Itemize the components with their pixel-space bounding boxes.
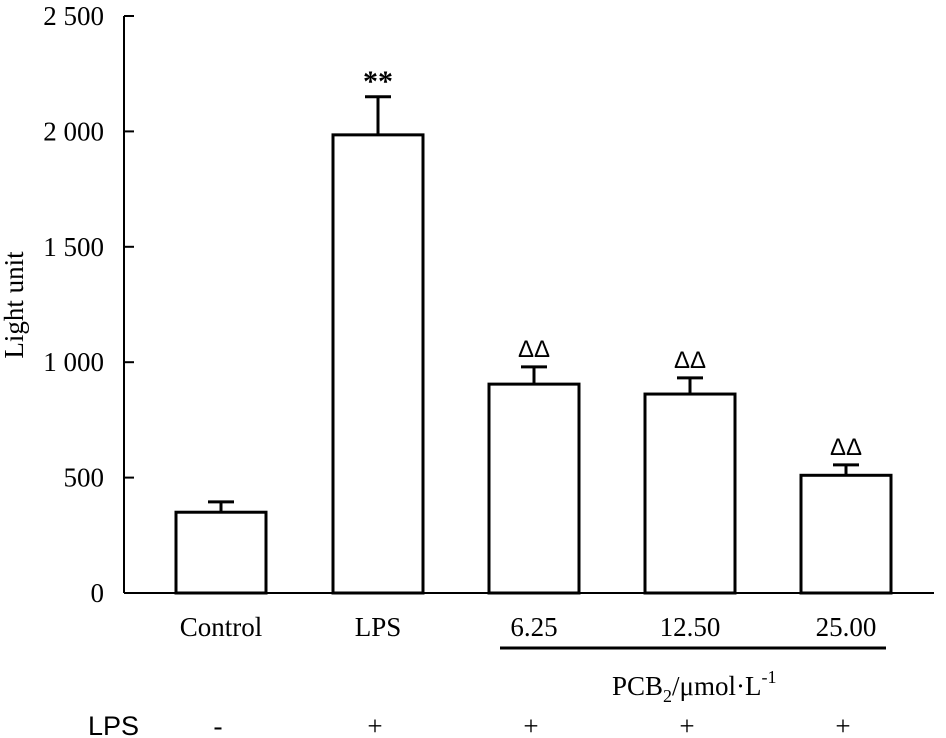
significance-label: **	[363, 65, 393, 98]
x-tick-label: 12.50	[660, 612, 721, 642]
lps-row-label: LPS	[88, 711, 139, 738]
y-axis-title: Light unit	[0, 251, 29, 359]
lps-mark: +	[679, 711, 694, 738]
significance-label: ΔΔ	[674, 347, 706, 374]
lps-mark: +	[835, 711, 850, 738]
y-tick-label: 1 000	[43, 347, 104, 377]
y-tick-label: 2 500	[43, 1, 104, 31]
y-tick-label: 2 000	[43, 116, 104, 146]
significance-label: ΔΔ	[518, 336, 550, 363]
lps-mark: -	[214, 711, 223, 738]
x-tick-label: Control	[180, 612, 263, 642]
significance-label: ΔΔ	[830, 434, 862, 461]
y-tick-label: 1 500	[43, 232, 104, 262]
pcb2-unit-label: PCB2/μmol·L-1	[612, 667, 777, 706]
y-tick-label: 0	[91, 578, 105, 608]
bar	[799, 473, 893, 595]
pcb2-superscript: -1	[762, 667, 777, 687]
bar	[331, 133, 425, 595]
bar	[174, 510, 268, 595]
lps-mark: +	[367, 711, 382, 738]
bar	[643, 392, 737, 595]
pcb2-subscript: 2	[663, 686, 672, 706]
x-tick-label: LPS	[355, 612, 402, 642]
x-tick-label: 25.00	[816, 612, 877, 642]
y-tick-label: 500	[64, 463, 105, 493]
pcb2-unit-text: /μmol·L	[672, 671, 761, 701]
x-tick-label: 6.25	[510, 612, 557, 642]
bar	[487, 382, 581, 595]
lps-mark: +	[523, 711, 538, 738]
